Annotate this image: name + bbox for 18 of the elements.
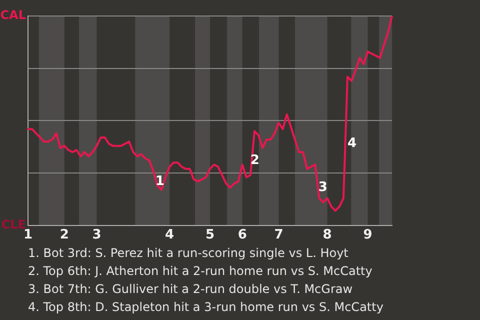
x-tick-label: 6 — [238, 228, 247, 243]
text: 4. Top 8th: D. Stapleton hit a 3-run home run vs S. McCatty — [28, 299, 384, 316]
text: CLE — [1, 218, 26, 232]
text: CAL — [0, 8, 26, 22]
x-tick-label: 8 — [322, 228, 332, 243]
text: 3. Bot 7th: G. Gulliver hit a 2-run double vs T. McGraw — [28, 281, 354, 298]
x-tick-label: 5 — [205, 228, 215, 243]
x-tick-label: 3 — [92, 228, 102, 243]
annotation: 4 — [347, 136, 356, 152]
annotation: 1 — [155, 174, 164, 189]
text: 1. Bot 3rd: S. Perez hit a run-scoring single vs L. Hoyt — [28, 245, 350, 262]
x-tick-label: 2 — [60, 228, 69, 243]
x-tick-label: 7 — [274, 228, 284, 243]
x-tick-label: 9 — [363, 228, 372, 243]
annotation: 3 — [318, 180, 328, 196]
x-tick-label: 4 — [165, 228, 174, 243]
text: 2. Top 6th: J. Atherton hit a 2-run home run vs S. McCatty — [28, 263, 374, 280]
x-tick-label: 1 — [23, 228, 33, 243]
